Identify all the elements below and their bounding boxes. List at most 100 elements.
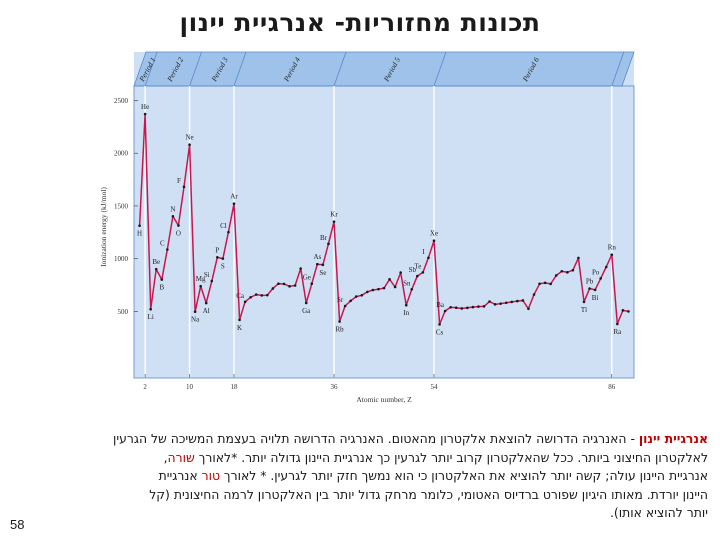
element-label: S <box>221 263 225 271</box>
data-point <box>460 307 464 310</box>
data-point <box>199 284 202 288</box>
x-tick-label: 86 <box>608 383 616 391</box>
highlight-column: טור <box>201 468 220 484</box>
data-point <box>471 305 475 309</box>
plot-area <box>134 52 634 378</box>
data-point <box>166 248 169 251</box>
data-point <box>360 293 364 297</box>
data-point <box>216 256 219 259</box>
data-point <box>316 262 319 266</box>
paragraph-line-2-text: לאלקטרון החיצוני ביותר. ככל שהאלקטרון קר… <box>194 449 708 465</box>
data-point <box>527 307 530 311</box>
data-point <box>454 306 458 310</box>
chart-svg: Period 1 Period 2 Period 3 Period 4 Period 5… <box>99 51 635 404</box>
element-label: Be <box>152 258 160 266</box>
paragraph-line-4: היינון יורדת. מאותו היגיון שפורט ברדיוס … <box>149 486 708 502</box>
data-point <box>504 301 508 305</box>
element-label: N <box>170 205 175 213</box>
element-label: Ar <box>230 193 238 201</box>
data-point <box>238 318 241 322</box>
y-tick-label: 1000 <box>114 255 129 263</box>
element-label: In <box>403 309 409 317</box>
data-point <box>138 224 141 228</box>
ionization-energy-chart: Period 1 Period 2 Period 3 Period 4 Period 5… <box>92 46 642 408</box>
data-point <box>604 265 608 269</box>
data-point <box>221 257 225 260</box>
data-point <box>354 295 358 298</box>
data-point <box>416 274 419 278</box>
data-point <box>482 305 486 308</box>
element-label: Ra <box>613 328 622 336</box>
element-label: C <box>160 240 165 248</box>
element-label: Si <box>204 271 210 279</box>
element-label: Br <box>320 234 328 242</box>
y-axis-title: Ionization energy (kJ/mol) <box>99 187 108 267</box>
data-point <box>210 279 214 283</box>
y-tick-label: 2500 <box>114 97 129 105</box>
element-label: Sn <box>403 279 411 287</box>
data-point <box>227 230 230 234</box>
data-point <box>627 310 630 313</box>
element-label: Se <box>319 269 326 277</box>
period-band-divider <box>333 51 347 87</box>
element-label: Cl <box>220 222 227 230</box>
data-point <box>593 288 597 292</box>
page-title: תכונות מחזוריות- אנרגיית יינון <box>179 8 541 37</box>
data-point <box>204 301 208 305</box>
data-point <box>466 306 469 310</box>
element-label: He <box>141 103 149 111</box>
paragraph-line-2: לאלקטרון החיצוני ביותר. ככל שהאלקטרון קר… <box>14 449 708 468</box>
data-point <box>277 282 280 285</box>
data-point <box>349 299 352 303</box>
element-label: Rn <box>608 244 617 252</box>
element-label: Ge <box>303 274 311 282</box>
data-point <box>393 285 397 289</box>
element-label: Pb <box>586 278 594 286</box>
data-point <box>566 271 569 274</box>
period-band-divider <box>233 51 247 87</box>
data-point <box>538 282 541 286</box>
data-point <box>260 294 264 297</box>
data-point <box>304 301 308 305</box>
data-point <box>554 274 558 277</box>
data-point <box>588 287 591 290</box>
x-tick-label: 2 <box>143 383 147 391</box>
plot-frame <box>133 85 635 379</box>
page-number: 58 <box>10 517 25 532</box>
data-point <box>299 267 302 270</box>
paragraph-line-1: אנרגיית יינון - האנרגיה הדרושה להוצאת אל… <box>14 430 708 449</box>
element-label: H <box>137 230 142 238</box>
x-axis-title: Atomic number, Z <box>356 395 412 404</box>
data-point <box>404 303 408 307</box>
data-point <box>432 239 436 242</box>
element-label: Na <box>191 316 200 324</box>
data-point <box>388 277 391 281</box>
data-point <box>266 293 269 297</box>
paragraph-line-1-text: - האנרגיה הדרושה להוצאת אלקטרון מהאטום. … <box>112 431 639 446</box>
element-label: Ne <box>185 134 193 142</box>
data-point <box>610 253 614 257</box>
data-point <box>193 310 197 314</box>
data-point <box>338 320 341 323</box>
paragraph-line-3-end: אנרגיית <box>158 468 202 484</box>
data-point <box>488 300 491 303</box>
x-tick-label: 10 <box>186 383 194 391</box>
data-point <box>282 282 286 286</box>
data-point <box>232 202 236 206</box>
data-point <box>182 185 186 189</box>
data-point <box>493 303 497 306</box>
element-label: Ba <box>436 301 445 309</box>
x-tick-label: 54 <box>431 383 439 391</box>
data-point <box>310 282 314 285</box>
y-tick-label: 1500 <box>114 202 129 210</box>
element-label: Te <box>414 262 421 270</box>
x-tick-label: 36 <box>331 383 339 391</box>
data-point <box>560 269 564 273</box>
element-label: Ga <box>302 307 311 315</box>
element-label: Bi <box>592 294 599 302</box>
data-point <box>293 284 297 287</box>
data-point <box>243 300 247 304</box>
paragraph-line-3: אנרגיית היינון עולה; קשה יותר להוציא את … <box>14 467 708 486</box>
paragraph-line-5: יותר להוציא אותו). <box>609 505 708 521</box>
element-label: P <box>215 246 219 254</box>
